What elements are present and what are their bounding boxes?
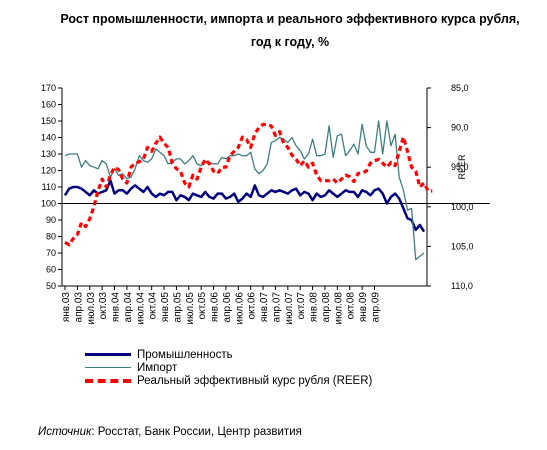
right-axis-tick-label: 110,0: [451, 281, 473, 291]
legend-label-reer: Реальный эффективный курс рубля (REER): [137, 374, 373, 387]
right-axis-tick-label: 100,0: [451, 202, 474, 212]
x-axis-tick-label: июл.04: [135, 292, 146, 325]
x-axis-tick-label: июл.07: [284, 292, 295, 325]
legend-swatch-industry: [85, 353, 131, 356]
x-axis-tick-label: июл.05: [185, 292, 196, 325]
left-axis-tick-label: 90: [46, 215, 56, 225]
x-axis-tick-label: янв.09: [358, 292, 369, 323]
x-axis-tick-label: янв.07: [259, 292, 270, 323]
x-axis-tick-label: окт.07: [296, 292, 307, 320]
legend-swatch-reer: [85, 378, 131, 383]
left-axis-tick-label: 140: [41, 133, 56, 143]
chart-title: Рост промышленности, импорта и реального…: [40, 8, 540, 54]
series-line-import: [64, 120, 425, 261]
chart-legend: Промышленность Импорт Реальный эффективн…: [85, 348, 372, 387]
legend-label-industry: Промышленность: [137, 348, 233, 361]
x-axis-tick-label: янв.06: [210, 292, 221, 323]
chart-title-line1: Рост промышленности, импорта и реального…: [60, 12, 520, 26]
left-axis-tick-label: 50: [46, 281, 56, 291]
x-axis-tick-label: окт.04: [148, 292, 159, 320]
legend-item-reer: Реальный эффективный курс рубля (REER): [85, 374, 372, 387]
x-axis-tick-label: апр.06: [222, 292, 233, 323]
x-axis-tick-label: янв.05: [160, 292, 171, 323]
x-axis-tick-label: янв.04: [111, 292, 122, 323]
x-axis-tick-label: окт.08: [346, 292, 357, 320]
legend-item-industry: Промышленность: [85, 348, 372, 361]
source-text: : Росстат, Банк России, Центр развития: [91, 426, 302, 438]
x-axis-tick-label: янв.08: [309, 292, 320, 323]
right-axis-tick-label: 105,0: [451, 241, 474, 251]
x-axis-tick-label: апр.03: [73, 292, 84, 323]
x-axis-tick-label: апр.08: [321, 292, 332, 323]
x-axis-tick-label: апр.07: [271, 292, 282, 323]
chart-title-line2: год к году, %: [250, 35, 330, 49]
series-line-industry: [63, 179, 426, 233]
x-axis-tick-label: апр.09: [370, 292, 381, 323]
left-axis-tick-label: 170: [41, 83, 56, 93]
x-axis-tick-label: апр.05: [172, 292, 183, 323]
left-axis-tick-label: 60: [46, 265, 56, 275]
x-axis-tick-label: янв.03: [61, 292, 72, 323]
legend-swatch-import: [85, 367, 131, 368]
x-axis-tick-label: окт.06: [247, 292, 258, 320]
x-axis-tick-label: июл.06: [234, 292, 245, 325]
left-axis-tick-label: 100: [41, 199, 56, 209]
x-axis-tick-label: июл.03: [86, 292, 97, 325]
left-axis-tick-label: 150: [41, 116, 56, 126]
legend-item-import: Импорт: [85, 361, 372, 374]
x-axis-tick-label: июл.08: [333, 292, 344, 325]
source-label: Источник: [38, 426, 92, 438]
right-axis-tick-label: 85,0: [451, 83, 469, 93]
left-axis-tick-label: 70: [46, 248, 56, 258]
right-axis-tick-label: 90,0: [451, 123, 469, 133]
left-axis-tick-label: 120: [41, 166, 56, 176]
left-axis-tick-label: 130: [41, 149, 56, 159]
series-line-reer: [64, 122, 433, 247]
source-note: Источник: Росстат, Банк России, Центр ра…: [38, 426, 302, 438]
left-axis-tick-label: 80: [46, 232, 56, 242]
x-axis-tick-label: апр.04: [123, 292, 134, 323]
left-axis-tick-label: 110: [42, 182, 56, 192]
legend-label-import: Импорт: [137, 361, 178, 374]
x-axis-tick-label: окт.03: [98, 292, 109, 320]
right-axis-tick-label: 95,0: [451, 162, 469, 172]
x-axis-tick-label: окт.05: [197, 292, 208, 320]
right-axis-label: REER: [457, 154, 467, 180]
left-axis-tick-label: 160: [41, 100, 56, 110]
